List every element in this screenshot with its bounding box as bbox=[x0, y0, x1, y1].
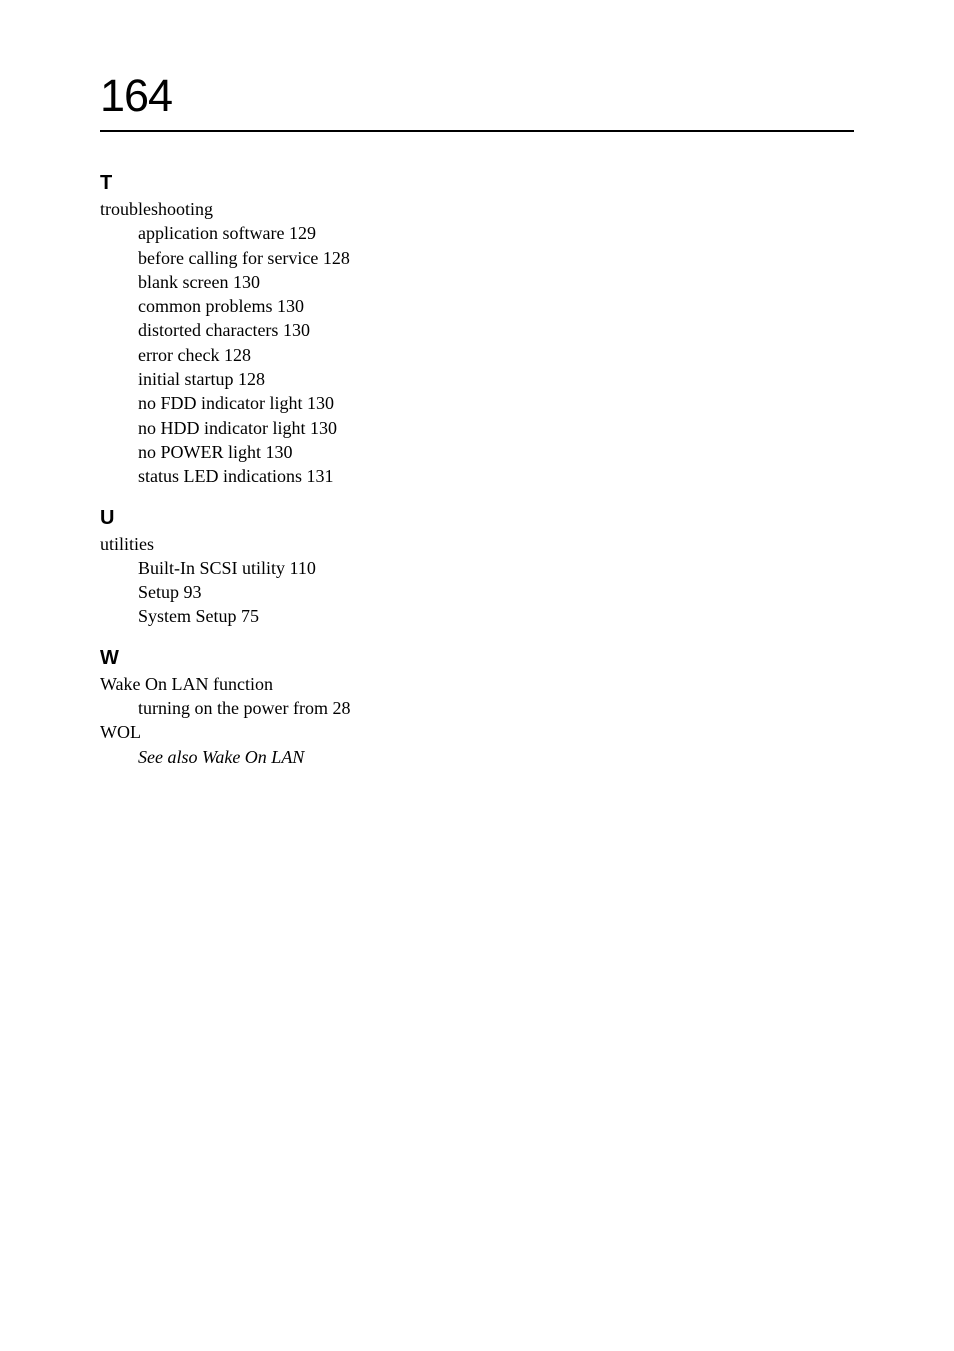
index-entry: troubleshooting bbox=[100, 197, 854, 221]
index-entry: before calling for service 128 bbox=[138, 246, 854, 270]
index-entry: distorted characters 130 bbox=[138, 318, 854, 342]
entry-page: 130 bbox=[283, 320, 310, 340]
entry-text: Wake On LAN function bbox=[100, 674, 273, 694]
index-entry: utilities bbox=[100, 532, 854, 556]
index-entry: initial startup 128 bbox=[138, 367, 854, 391]
entry-page: 75 bbox=[241, 606, 259, 626]
entry-text: common problems bbox=[138, 296, 277, 316]
index-entry: Built-In SCSI utility 110 bbox=[138, 556, 854, 580]
entry-text: before calling for service bbox=[138, 248, 323, 268]
entry-page: 93 bbox=[184, 582, 202, 602]
entry-text: initial startup bbox=[138, 369, 238, 389]
index-entry: error check 128 bbox=[138, 343, 854, 367]
index-entry: status LED indications 131 bbox=[138, 464, 854, 488]
index-page: 164 Ttroubleshootingapplication software… bbox=[0, 0, 954, 769]
index-entry: WOL bbox=[100, 720, 854, 744]
index-body: Ttroubleshootingapplication software 129… bbox=[100, 172, 854, 769]
index-entry: no POWER light 130 bbox=[138, 440, 854, 464]
entry-text: Built-In SCSI utility bbox=[138, 558, 290, 578]
index-entry: no HDD indicator light 130 bbox=[138, 416, 854, 440]
entry-page: 128 bbox=[323, 248, 350, 268]
entry-text: distorted characters bbox=[138, 320, 283, 340]
entry-page: 130 bbox=[307, 393, 334, 413]
entry-text: System Setup bbox=[138, 606, 241, 626]
entry-page: 131 bbox=[306, 466, 333, 486]
entry-text: no HDD indicator light bbox=[138, 418, 310, 438]
entry-page: 130 bbox=[310, 418, 337, 438]
entry-text: troubleshooting bbox=[100, 199, 213, 219]
entry-text: application software bbox=[138, 223, 289, 243]
entry-page: 110 bbox=[290, 558, 316, 578]
entry-page: 128 bbox=[238, 369, 265, 389]
horizontal-rule bbox=[100, 130, 854, 132]
entry-text: no FDD indicator light bbox=[138, 393, 307, 413]
entry-page: 130 bbox=[266, 442, 293, 462]
entry-text: status LED indications bbox=[138, 466, 306, 486]
index-entry: application software 129 bbox=[138, 221, 854, 245]
page-number: 164 bbox=[100, 70, 854, 122]
entry-page: 128 bbox=[224, 345, 251, 365]
index-entry: turning on the power from 28 bbox=[138, 696, 854, 720]
index-entry: common problems 130 bbox=[138, 294, 854, 318]
entry-text: error check bbox=[138, 345, 224, 365]
section-letter: W bbox=[100, 647, 854, 670]
index-entry: Setup 93 bbox=[138, 580, 854, 604]
index-entry: no FDD indicator light 130 bbox=[138, 391, 854, 415]
entry-page: 130 bbox=[277, 296, 304, 316]
entry-text: utilities bbox=[100, 534, 154, 554]
entry-text: Setup bbox=[138, 582, 184, 602]
entry-page: 129 bbox=[289, 223, 316, 243]
entry-text: WOL bbox=[100, 722, 141, 742]
index-entry: Wake On LAN function bbox=[100, 672, 854, 696]
entry-text: turning on the power from bbox=[138, 698, 332, 718]
entry-page: 28 bbox=[332, 698, 350, 718]
entry-text: See also Wake On LAN bbox=[138, 747, 304, 767]
index-entry: blank screen 130 bbox=[138, 270, 854, 294]
index-entry: See also Wake On LAN bbox=[138, 745, 854, 769]
section-letter: U bbox=[100, 507, 854, 530]
index-entry: System Setup 75 bbox=[138, 604, 854, 628]
entry-page: 130 bbox=[233, 272, 260, 292]
section-letter: T bbox=[100, 172, 854, 195]
entry-text: no POWER light bbox=[138, 442, 266, 462]
entry-text: blank screen bbox=[138, 272, 233, 292]
